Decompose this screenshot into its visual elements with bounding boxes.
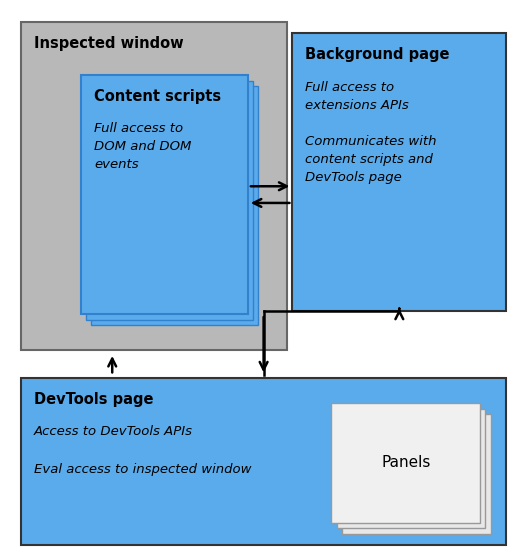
Text: Background page: Background page (305, 47, 450, 62)
Text: Access to DevTools APIs

Eval access to inspected window: Access to DevTools APIs Eval access to i… (34, 425, 252, 476)
Bar (331, 403, 480, 523)
Text: Full access to
extensions APIs

Communicates with
content scripts and
DevTools p: Full access to extensions APIs Communica… (305, 81, 437, 183)
Bar (81, 75, 248, 314)
Text: Full access to
DOM and DOM
events: Full access to DOM and DOM events (94, 122, 192, 171)
Text: Content scripts: Content scripts (94, 89, 221, 104)
Bar (337, 409, 485, 528)
Bar (292, 33, 506, 311)
Bar (342, 414, 491, 534)
Text: DevTools page: DevTools page (34, 392, 153, 407)
Bar (91, 86, 258, 325)
Text: Panels: Panels (381, 455, 431, 470)
Bar (86, 81, 253, 320)
Bar (21, 22, 287, 350)
Bar (21, 378, 506, 545)
Text: Inspected window: Inspected window (34, 36, 184, 51)
